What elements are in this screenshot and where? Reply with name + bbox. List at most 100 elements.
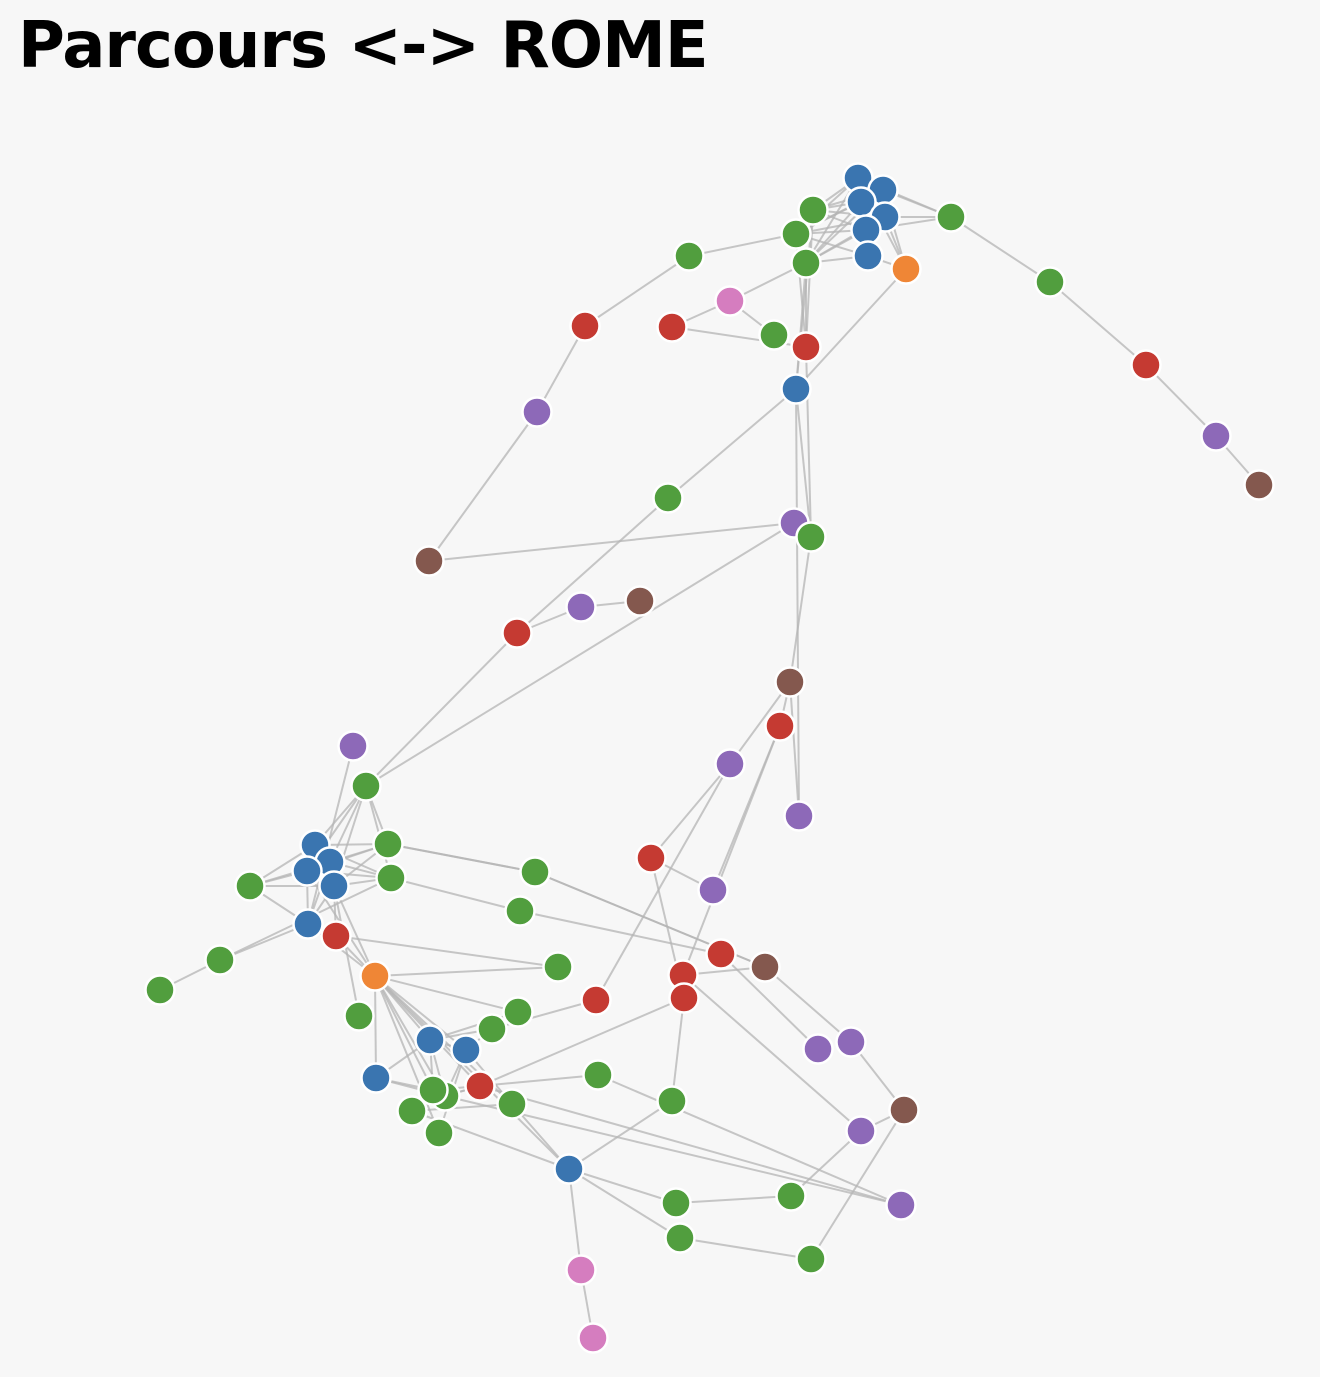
graph-node-green[interactable]	[375, 862, 407, 894]
graph-link	[365, 632, 518, 787]
graph-node-green[interactable]	[504, 895, 536, 927]
graph-node-red[interactable]	[705, 938, 737, 970]
graph-link	[810, 1109, 905, 1260]
graph-node-red[interactable]	[790, 331, 822, 363]
graph-node-red[interactable]	[464, 1070, 496, 1102]
graph-node-blue[interactable]	[292, 908, 324, 940]
graph-node-green[interactable]	[350, 770, 382, 802]
graph-node-green[interactable]	[795, 521, 827, 553]
graph-node-blue[interactable]	[414, 1024, 446, 1056]
graph-node-green[interactable]	[660, 1187, 692, 1219]
graph-node-brown[interactable]	[749, 951, 781, 983]
graph-node-blue[interactable]	[360, 1062, 392, 1094]
graph-node-green[interactable]	[673, 240, 705, 272]
graph-node-green[interactable]	[496, 1088, 528, 1120]
graph-node-purple[interactable]	[565, 591, 597, 623]
graph-node-pink[interactable]	[714, 285, 746, 317]
graph-link	[764, 966, 852, 1043]
graph-node-red[interactable]	[320, 920, 352, 952]
graph-link	[374, 966, 559, 977]
graph-node-red[interactable]	[569, 310, 601, 342]
graph-link	[679, 1237, 812, 1260]
graph-node-green[interactable]	[372, 828, 404, 860]
graph-node-red[interactable]	[668, 982, 700, 1014]
graph-node-blue[interactable]	[450, 1034, 482, 1066]
graph-node-blue[interactable]	[553, 1153, 585, 1185]
graph-link	[584, 255, 690, 327]
graph-node-green[interactable]	[780, 218, 812, 250]
graph-node-red[interactable]	[580, 984, 612, 1016]
graph-node-green[interactable]	[656, 1085, 688, 1117]
graph-node-green[interactable]	[423, 1117, 455, 1149]
graph-node-green[interactable]	[1034, 266, 1066, 298]
graph-node-green[interactable]	[797, 194, 829, 226]
graph-node-purple[interactable]	[521, 396, 553, 428]
graph-node-purple[interactable]	[885, 1189, 917, 1221]
graph-node-blue[interactable]	[852, 240, 884, 272]
graph-node-purple[interactable]	[697, 874, 729, 906]
graph-node-green[interactable]	[775, 1180, 807, 1212]
graph-node-green[interactable]	[935, 201, 967, 233]
graph-link	[568, 1168, 681, 1239]
graph-node-green[interactable]	[204, 944, 236, 976]
graph-link	[568, 1168, 582, 1271]
graph-node-green[interactable]	[519, 856, 551, 888]
graph-node-red[interactable]	[764, 710, 796, 742]
graph-link	[333, 885, 376, 977]
graph-link	[789, 681, 800, 817]
graph-node-green[interactable]	[343, 1000, 375, 1032]
graph-node-green[interactable]	[502, 996, 534, 1028]
graph-link	[365, 522, 795, 787]
graph-node-brown[interactable]	[1243, 469, 1275, 501]
graph-node-purple[interactable]	[783, 800, 815, 832]
graph-node-purple[interactable]	[845, 1115, 877, 1147]
page-title: Parcours <-> ROME	[18, 9, 709, 83]
graph-node-blue[interactable]	[291, 855, 323, 887]
graph-node-green[interactable]	[795, 1243, 827, 1275]
graph-link	[729, 681, 791, 765]
graph-node-brown[interactable]	[413, 545, 445, 577]
graph-node-green[interactable]	[664, 1222, 696, 1254]
graph-link	[374, 975, 467, 1051]
graph-node-green[interactable]	[758, 319, 790, 351]
graph-node-red[interactable]	[501, 617, 533, 649]
graph-link	[790, 1130, 862, 1197]
graph-node-green[interactable]	[396, 1095, 428, 1127]
graph-link	[374, 975, 440, 1134]
graph-node-red[interactable]	[656, 311, 688, 343]
graph-link	[675, 1195, 792, 1204]
graph-node-blue[interactable]	[850, 214, 882, 246]
graph-link	[795, 388, 812, 538]
graph-node-purple[interactable]	[835, 1026, 867, 1058]
graph-node-purple[interactable]	[714, 748, 746, 780]
graph-node-green[interactable]	[476, 1013, 508, 1045]
graph-node-green[interactable]	[417, 1074, 449, 1106]
graph-node-purple[interactable]	[337, 730, 369, 762]
graph-node-blue[interactable]	[318, 870, 350, 902]
graph-node-red[interactable]	[1130, 349, 1162, 381]
graph-node-orange[interactable]	[359, 960, 391, 992]
graph-link	[536, 325, 586, 413]
graph-node-green[interactable]	[790, 247, 822, 279]
graph-node-brown[interactable]	[774, 666, 806, 698]
graph-link	[667, 388, 797, 499]
graph-node-pink[interactable]	[565, 1254, 597, 1286]
graph-node-brown[interactable]	[624, 585, 656, 617]
graph-link	[688, 233, 797, 257]
graph-node-green[interactable]	[582, 1059, 614, 1091]
graph-link	[411, 1103, 513, 1112]
graph-link	[374, 975, 377, 1079]
graph-node-purple[interactable]	[1200, 420, 1232, 452]
graph-node-green[interactable]	[144, 974, 176, 1006]
graph-node-green[interactable]	[234, 870, 266, 902]
graph-node-green[interactable]	[542, 951, 574, 983]
graph-node-pink[interactable]	[577, 1322, 609, 1354]
graph-node-orange[interactable]	[890, 253, 922, 285]
graph-link	[333, 885, 360, 1017]
graph-node-purple[interactable]	[802, 1033, 834, 1065]
graph-node-green[interactable]	[652, 482, 684, 514]
graph-node-blue[interactable]	[780, 373, 812, 405]
graph-node-brown[interactable]	[888, 1094, 920, 1126]
graph-node-red[interactable]	[635, 842, 667, 874]
